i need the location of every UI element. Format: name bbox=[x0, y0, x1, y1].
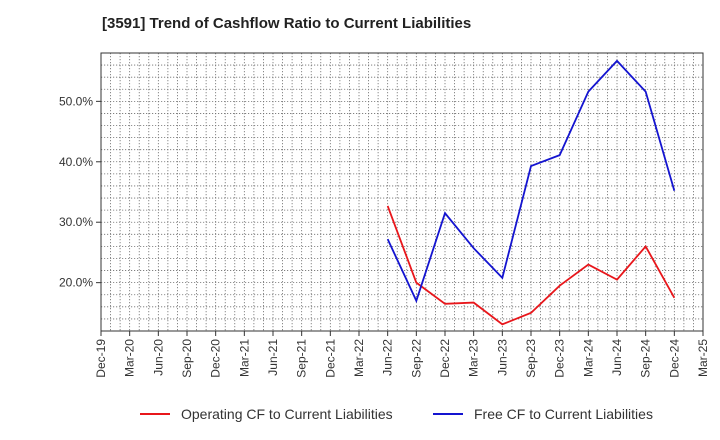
y-tick-label: 40.0% bbox=[59, 155, 93, 169]
x-tick-label: Jun-23 bbox=[495, 339, 509, 376]
x-tick-label: Mar-23 bbox=[467, 339, 481, 377]
plot-border bbox=[100, 52, 704, 332]
x-tick-label: Dec-21 bbox=[323, 339, 337, 378]
x-tick-label: Jun-22 bbox=[381, 339, 395, 376]
chart-title: [3591] Trend of Cashflow Ratio to Curren… bbox=[102, 15, 472, 32]
axis-layer: 20.0% 30.0% 40.0% 50.0% Dec-19 Mar-20 Jun-20 Se… bbox=[59, 52, 710, 378]
x-tick-label: Sep-24 bbox=[639, 339, 653, 378]
x-tick-label: Jun-21 bbox=[266, 339, 280, 376]
x-tick-label: Mar-21 bbox=[237, 339, 251, 377]
legend: Operating CF to Current Liabilities Free … bbox=[140, 406, 653, 422]
x-tick-label: Mar-25 bbox=[696, 339, 710, 377]
grid-layer bbox=[100, 52, 704, 331]
x-tick-label: Sep-21 bbox=[295, 339, 309, 378]
x-tick-label: Mar-20 bbox=[123, 339, 137, 377]
y-tick-label: 20.0% bbox=[59, 276, 93, 290]
x-tick-label: Sep-20 bbox=[180, 339, 194, 378]
x-tick-label: Mar-22 bbox=[352, 339, 366, 377]
x-tick-label: Jun-20 bbox=[151, 339, 165, 376]
x-tick-label: Dec-24 bbox=[667, 339, 681, 378]
legend-label-1: Operating CF to Current Liabilities bbox=[181, 406, 393, 422]
x-tick-label: Dec-20 bbox=[209, 339, 223, 378]
x-tick-label: Sep-22 bbox=[409, 339, 423, 378]
x-tick-label: Dec-23 bbox=[553, 339, 567, 378]
series-line-1 bbox=[386, 205, 676, 326]
legend-label-2: Free CF to Current Liabilities bbox=[474, 406, 653, 422]
series-layer bbox=[386, 59, 676, 326]
x-tick-label: Sep-23 bbox=[524, 339, 538, 378]
x-tick-label: Mar-24 bbox=[581, 339, 595, 377]
x-tick-label: Dec-19 bbox=[94, 339, 108, 378]
plot-area bbox=[101, 53, 703, 331]
y-tick-label: 30.0% bbox=[59, 215, 93, 229]
y-tick-label: 50.0% bbox=[59, 94, 93, 108]
x-tick-label: Dec-22 bbox=[438, 339, 452, 378]
x-tick-label: Jun-24 bbox=[610, 339, 624, 376]
series-line-2 bbox=[386, 59, 676, 304]
